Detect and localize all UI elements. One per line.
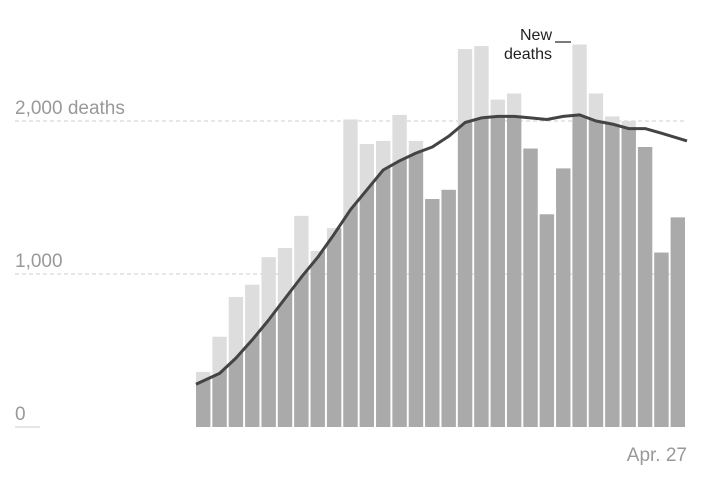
bar-shaded-8 — [326, 228, 342, 427]
x-tick-label-last: Apr. 27 — [627, 445, 687, 466]
annotation-line-2: deaths — [504, 46, 552, 63]
bar-shaded-10 — [359, 143, 375, 427]
y-tick-label-2000: 2,000 deaths — [15, 98, 125, 119]
bar-shaded-15 — [441, 189, 456, 427]
bar-shaded-7 — [310, 251, 325, 427]
bar-shaded-16 — [457, 114, 473, 428]
daily-bars-below-average — [196, 114, 685, 428]
bar-shaded-17 — [474, 114, 489, 427]
annotation-line-1: New — [520, 27, 552, 44]
bar-shaded-28 — [654, 252, 669, 427]
bar-shaded-14 — [425, 199, 440, 427]
new-deaths-annotation: New deaths — [504, 27, 571, 63]
bar-shaded-20 — [523, 148, 538, 428]
bar-shaded-25 — [605, 116, 620, 427]
bar-shaded-21 — [539, 214, 555, 427]
bar-shaded-11 — [376, 140, 391, 427]
y-tick-label-0: 0 — [15, 404, 26, 425]
bar-shaded-12 — [392, 114, 407, 427]
bar-shaded-27 — [637, 147, 653, 427]
bar-shaded-26 — [621, 121, 636, 427]
bar-shaded-19 — [506, 114, 522, 428]
bar-shaded-29 — [670, 217, 685, 427]
y-axis-labels: 0 1,000 2,000 deaths — [15, 98, 125, 425]
bar-shaded-13 — [408, 140, 424, 427]
bar-shaded-23 — [572, 114, 587, 427]
bar-shaded-0 — [196, 371, 211, 427]
bar-shaded-22 — [556, 168, 571, 427]
y-tick-label-1000: 1,000 — [15, 251, 63, 272]
bar-shaded-18 — [490, 114, 505, 427]
average-line — [195, 113, 688, 386]
bar-shaded-24 — [588, 114, 604, 428]
